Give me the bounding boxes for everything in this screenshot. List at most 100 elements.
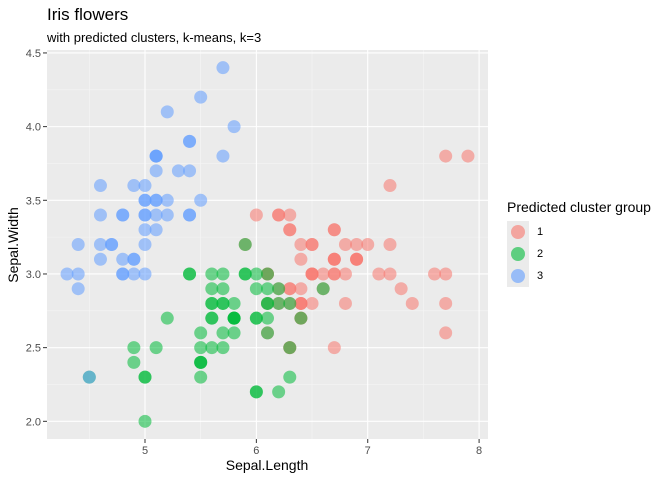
point-cluster-1-21 bbox=[372, 267, 386, 281]
point-cluster-2-44 bbox=[183, 267, 197, 281]
point-cluster-2-42 bbox=[261, 282, 274, 296]
point-cluster-2-27 bbox=[272, 282, 286, 296]
point-cluster-3-43 bbox=[138, 193, 152, 207]
point-cluster-2-51 bbox=[261, 296, 274, 310]
y-tick-label-0: 2.0 bbox=[26, 416, 41, 428]
point-cluster-2-26 bbox=[216, 282, 230, 296]
point-cluster-3-14 bbox=[227, 120, 241, 134]
point-cluster-2-2 bbox=[127, 355, 141, 369]
legend-key-3 bbox=[507, 265, 529, 287]
point-cluster-3-42 bbox=[71, 238, 85, 251]
grid-minor bbox=[47, 50, 488, 439]
point-cluster-2-49 bbox=[261, 326, 274, 340]
point-cluster-2-54 bbox=[205, 311, 219, 325]
y-axis-title: Sepal.Width bbox=[5, 207, 21, 282]
point-cluster-3-33 bbox=[194, 90, 208, 104]
point-cluster-3-49 bbox=[138, 223, 152, 237]
point-cluster-2-46 bbox=[194, 355, 208, 369]
point-cluster-2-37 bbox=[272, 385, 286, 399]
point-cluster-3-27 bbox=[160, 193, 174, 207]
x-tick-labels: 5 6 7 8 bbox=[142, 445, 482, 457]
x-axis-title: Sepal.Length bbox=[226, 457, 309, 473]
point-cluster-2-40 bbox=[238, 267, 252, 281]
point-cluster-3-38 bbox=[71, 267, 85, 281]
point-cluster-3-39 bbox=[149, 208, 163, 222]
point-cluster-3-1 bbox=[127, 267, 141, 281]
point-cluster-3-15 bbox=[216, 61, 230, 75]
point-cluster-2-47 bbox=[283, 296, 297, 310]
data-points bbox=[60, 61, 475, 428]
point-cluster-3-37 bbox=[127, 179, 141, 193]
axis-ticks bbox=[43, 52, 480, 443]
point-cluster-2-34 bbox=[227, 296, 241, 310]
point-cluster-2-3 bbox=[160, 311, 174, 325]
point-cluster-1-43 bbox=[405, 296, 419, 310]
point-cluster-1-16 bbox=[283, 223, 297, 237]
point-cluster-2-21 bbox=[261, 267, 274, 281]
point-cluster-2-29 bbox=[216, 296, 230, 310]
y-tick-label-3: 3.5 bbox=[26, 195, 41, 207]
point-cluster-1-24 bbox=[428, 267, 442, 281]
legend: Predicted cluster group 1 2 3 bbox=[507, 199, 651, 287]
point-cluster-2-45 bbox=[249, 311, 263, 325]
point-cluster-3-45 bbox=[116, 267, 130, 281]
point-cluster-2-53 bbox=[227, 311, 241, 325]
point-cluster-3-30 bbox=[116, 252, 130, 266]
x-tick-label-3: 8 bbox=[476, 445, 482, 457]
legend-item-1: 1 bbox=[507, 221, 651, 243]
point-cluster-2-7 bbox=[205, 282, 219, 296]
point-cluster-1-35 bbox=[350, 238, 364, 251]
point-cluster-1-3 bbox=[305, 296, 319, 310]
point-cluster-1-60 bbox=[249, 208, 263, 222]
point-cluster-3-24 bbox=[116, 208, 130, 222]
point-cluster-2-48 bbox=[272, 296, 286, 310]
point-cluster-3-47 bbox=[93, 238, 107, 251]
legend-title: Predicted cluster group bbox=[507, 199, 651, 215]
point-cluster-1-54 bbox=[338, 238, 352, 251]
point-cluster-3-6 bbox=[93, 208, 107, 222]
point-cluster-2-35 bbox=[249, 385, 263, 399]
point-cluster-3-48 bbox=[171, 164, 185, 178]
point-cluster-1-1 bbox=[294, 238, 308, 251]
point-cluster-1-42 bbox=[383, 267, 397, 281]
y-tick-label-4: 4.0 bbox=[26, 122, 41, 134]
point-cluster-2-55 bbox=[138, 370, 152, 384]
point-cluster-1-34 bbox=[439, 326, 453, 340]
point-cluster-1-30 bbox=[338, 267, 352, 281]
y-tick-label-1: 2.5 bbox=[26, 343, 41, 355]
point-cluster-1-52 bbox=[327, 252, 341, 266]
point-cluster-2-41 bbox=[283, 341, 297, 355]
point-cluster-1-38 bbox=[383, 238, 397, 251]
plot-panel bbox=[47, 50, 488, 439]
legend-label-1: 1 bbox=[537, 226, 544, 238]
legend-item-2: 2 bbox=[507, 243, 651, 265]
point-cluster-3-18 bbox=[216, 149, 230, 163]
point-cluster-2-30 bbox=[249, 267, 263, 281]
y-tick-label-5: 4.5 bbox=[26, 48, 41, 60]
legend-label-3: 3 bbox=[537, 270, 544, 282]
chart-subtitle: with predicted clusters, k-means, k=3 bbox=[47, 30, 262, 45]
point-cluster-2-20 bbox=[194, 326, 208, 340]
point-cluster-3-3 bbox=[93, 252, 107, 266]
point-cluster-1-56 bbox=[327, 267, 341, 281]
y-tick-label-2: 3.0 bbox=[26, 269, 41, 281]
point-cluster-2-18 bbox=[205, 267, 219, 281]
legend-key-1 bbox=[507, 221, 529, 243]
point-cluster-2-4 bbox=[138, 414, 152, 428]
point-cluster-2-50 bbox=[316, 282, 330, 296]
point-cluster-3-29 bbox=[105, 238, 119, 251]
point-cluster-1-44 bbox=[461, 149, 475, 163]
point-cluster-3-35 bbox=[138, 238, 152, 251]
x-tick-label-0: 5 bbox=[142, 445, 148, 457]
chart-title: Iris flowers bbox=[47, 5, 129, 24]
point-cluster-3-46 bbox=[149, 149, 163, 163]
point-cluster-3-26 bbox=[138, 208, 152, 222]
point-cluster-3-4 bbox=[138, 179, 152, 193]
point-cluster-1-58 bbox=[305, 267, 319, 281]
legend-dot-2 bbox=[511, 247, 525, 261]
point-cluster-3-32 bbox=[160, 105, 174, 119]
point-cluster-2-57 bbox=[294, 311, 308, 325]
point-cluster-1-26 bbox=[327, 341, 341, 355]
legend-label-2: 2 bbox=[537, 248, 544, 260]
